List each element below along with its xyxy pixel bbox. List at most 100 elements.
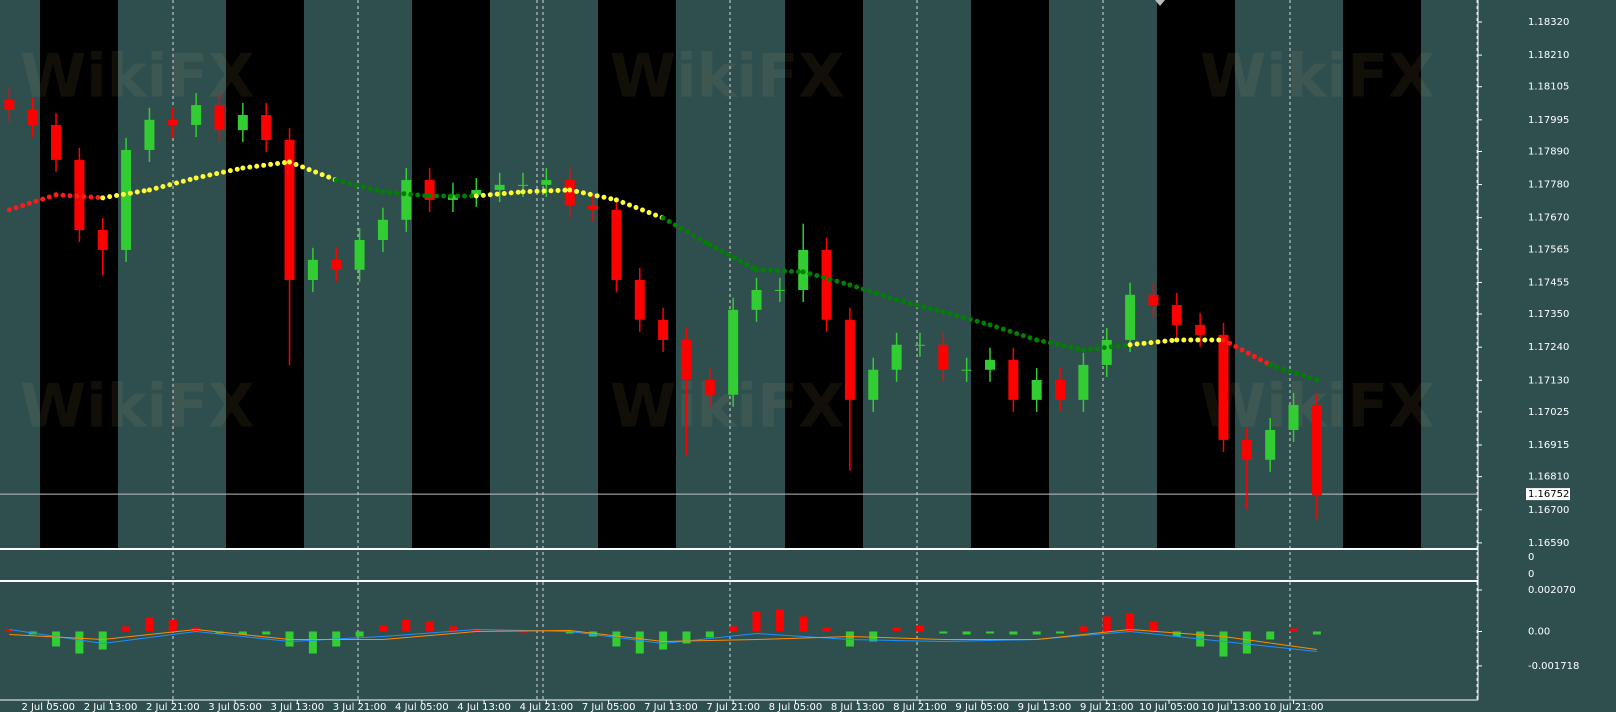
x-tick-label: 2 Jul 21:00 (146, 702, 200, 712)
macd-bar (1172, 631, 1181, 637)
candle-body (284, 140, 295, 281)
ma-segment (473, 189, 526, 199)
night-band (971, 0, 1049, 548)
candle-body (1241, 439, 1252, 460)
candle-body (1101, 339, 1112, 365)
candle-body (144, 119, 155, 150)
x-tick-label: 7 Jul 13:00 (644, 702, 698, 712)
ma-segment (613, 197, 666, 221)
ma-segment (146, 175, 199, 193)
x-tick-label: 9 Jul 13:00 (1018, 702, 1072, 712)
candle-body (868, 369, 879, 400)
candle-body (471, 189, 482, 195)
macd-bar (635, 631, 644, 654)
candle-body (261, 115, 272, 141)
ma-segment (800, 269, 853, 288)
x-tick-label: 4 Jul 21:00 (520, 702, 574, 712)
ma-segment (287, 159, 339, 183)
middle-panel-label: 0 (1528, 569, 1534, 580)
macd-bar (1102, 616, 1111, 632)
current-price-box (1526, 488, 1570, 501)
x-tick-label: 7 Jul 05:00 (582, 702, 636, 712)
candle-body (821, 249, 832, 320)
candle-body (1148, 294, 1159, 306)
macd-bar (775, 609, 784, 632)
candle-body (51, 124, 62, 160)
candle-body (1171, 305, 1182, 325)
candle-body (588, 205, 599, 210)
macd-bar (892, 627, 901, 632)
x-tick-label: 8 Jul 05:00 (769, 702, 823, 712)
macd-bar (1056, 631, 1065, 634)
y-tick-label: 1.16915 (1528, 440, 1569, 451)
watermark: WikiFX (20, 372, 254, 442)
macd-bar (869, 631, 878, 642)
macd-bar (915, 625, 924, 632)
middle-panel-label: 0 (1528, 552, 1534, 563)
macd-line (9, 628, 1317, 651)
candle-body (751, 289, 762, 310)
ma-segment (1034, 337, 1086, 353)
candle-body (307, 259, 318, 281)
watermark: WikiFX (1200, 42, 1434, 112)
candle-body (1195, 324, 1206, 335)
macd-bar (1242, 631, 1251, 654)
candle-body (447, 194, 458, 200)
y-tick-label: 1.18320 (1528, 17, 1569, 28)
x-tick-label: 2 Jul 05:00 (21, 702, 75, 712)
current-price-label: 1.16752 (1528, 489, 1569, 500)
scroll-marker (1155, 0, 1165, 6)
night-band (598, 0, 676, 548)
candle-body (377, 219, 388, 240)
y-tick-label: 1.16700 (1528, 505, 1569, 516)
candle-body (774, 289, 785, 291)
candle-body (938, 344, 949, 370)
y-tick-label: 1.17780 (1528, 180, 1569, 191)
candle-body (4, 99, 15, 110)
candle-body (74, 159, 85, 231)
macd-bar (519, 631, 528, 633)
candle-body (658, 319, 669, 340)
ma-segment (1267, 362, 1320, 383)
ma-segment (1080, 342, 1133, 353)
candle-body (914, 344, 925, 346)
macd-bar (425, 621, 434, 632)
macd-bar (705, 631, 714, 638)
candle-body (518, 184, 529, 186)
night-band (1343, 0, 1421, 548)
y-tick-label: 1.17670 (1528, 213, 1569, 224)
candle-body (704, 379, 715, 395)
macd-bar (52, 631, 61, 647)
candle-body (541, 180, 552, 185)
macd-bar (565, 631, 574, 634)
y-tick-label: 1.17350 (1528, 309, 1569, 320)
x-tick-label: 3 Jul 13:00 (271, 702, 325, 712)
ma-segment (707, 242, 760, 273)
candle-body (1265, 429, 1276, 460)
macd-bar (939, 631, 948, 634)
candle-body (27, 109, 38, 125)
candle-body (728, 309, 739, 395)
candle-body (1055, 379, 1066, 400)
session-shading (40, 0, 1421, 548)
ma-segment (754, 267, 806, 275)
y-tick-label: 1.17455 (1528, 277, 1569, 288)
macd-bar (682, 631, 691, 644)
ma-segment (847, 282, 900, 303)
x-tick-label: 2 Jul 13:00 (84, 702, 138, 712)
x-tick-label: 8 Jul 21:00 (893, 702, 947, 712)
candle-body (97, 230, 108, 250)
macd-bar (238, 631, 247, 635)
ma-segment (987, 322, 1040, 343)
ma-segment (1220, 337, 1273, 368)
macd-y-tick-label: 0.00 (1528, 626, 1550, 637)
x-tick-label: 7 Jul 21:00 (706, 702, 760, 712)
macd-bar (448, 626, 457, 632)
macd-bar (122, 626, 131, 632)
candle-body (1218, 334, 1229, 440)
x-tick-label: 8 Jul 13:00 (831, 702, 885, 712)
watermark: WikiFX (610, 372, 844, 442)
ma-segment (6, 192, 59, 213)
y-tick-label: 1.17025 (1528, 407, 1569, 418)
night-band (1157, 0, 1235, 548)
